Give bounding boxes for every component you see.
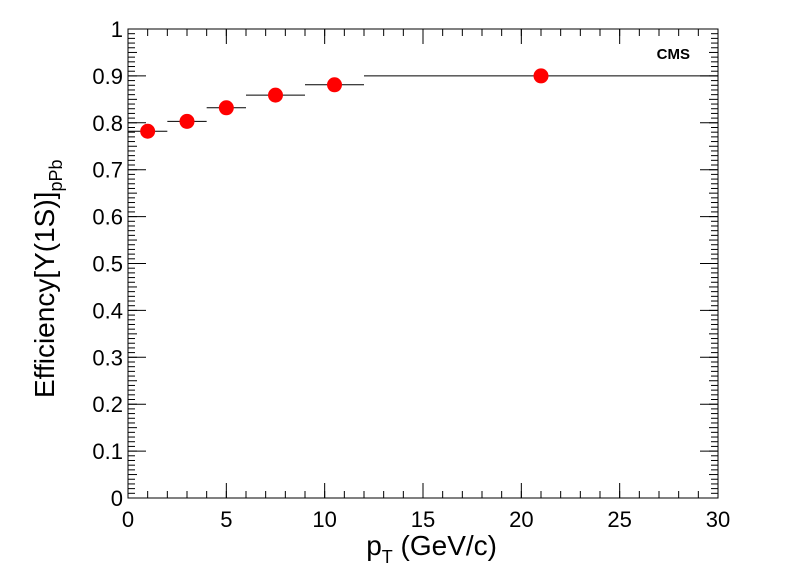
y-tick-label: 0.1 <box>92 439 123 464</box>
x-axis-title-sub: T <box>382 547 393 567</box>
y-axis-title-sub: pPb <box>46 160 66 192</box>
y-tick-label: 0 <box>111 486 123 511</box>
data-point <box>327 77 342 93</box>
x-tick-label: 5 <box>220 507 232 532</box>
y-tick-label: 0.5 <box>92 252 123 277</box>
minor-ticks <box>127 28 719 499</box>
y-axis-title-main: Efficiency[Υ(1S)] <box>29 192 60 398</box>
data-point <box>533 68 549 84</box>
y-tick-label: 1 <box>111 17 123 42</box>
x-axis-title-main: p <box>366 530 382 561</box>
cms-badge: CMS <box>657 46 690 63</box>
y-tick-label: 0.3 <box>92 345 123 370</box>
data-point <box>140 123 156 139</box>
y-tick-label: 0.4 <box>92 298 123 323</box>
y-tick-label: 0.2 <box>92 392 123 417</box>
data-point <box>218 100 234 116</box>
x-tick-label: 30 <box>706 507 730 532</box>
data-points <box>128 68 718 139</box>
y-axis-title: Efficiency[Υ(1S)]pPb <box>29 160 66 398</box>
x-axis-title-rest: (GeV/c) <box>393 530 497 561</box>
major-ticks <box>127 28 719 499</box>
data-point <box>179 113 195 129</box>
y-tick-label: 0.7 <box>92 158 123 183</box>
y-tick-label: 0.6 <box>92 205 123 230</box>
x-tick-label: 25 <box>607 507 631 532</box>
x-tick-label: 15 <box>411 507 435 532</box>
x-tick-label: 10 <box>312 507 336 532</box>
x-axis-title: pT (GeV/c) <box>366 530 497 567</box>
x-tick-label: 20 <box>509 507 533 532</box>
x-tick-label: 0 <box>122 507 134 532</box>
tick-labels: 0 5 10 15 20 25 30 0 0.1 0.2 0.3 0.4 0.5 0.6 0.7 0.8 0.9… <box>92 17 730 532</box>
y-tick-label: 0.8 <box>92 111 123 136</box>
y-tick-label: 0.9 <box>92 64 123 89</box>
plot-frame <box>127 28 719 499</box>
data-point <box>268 87 283 103</box>
